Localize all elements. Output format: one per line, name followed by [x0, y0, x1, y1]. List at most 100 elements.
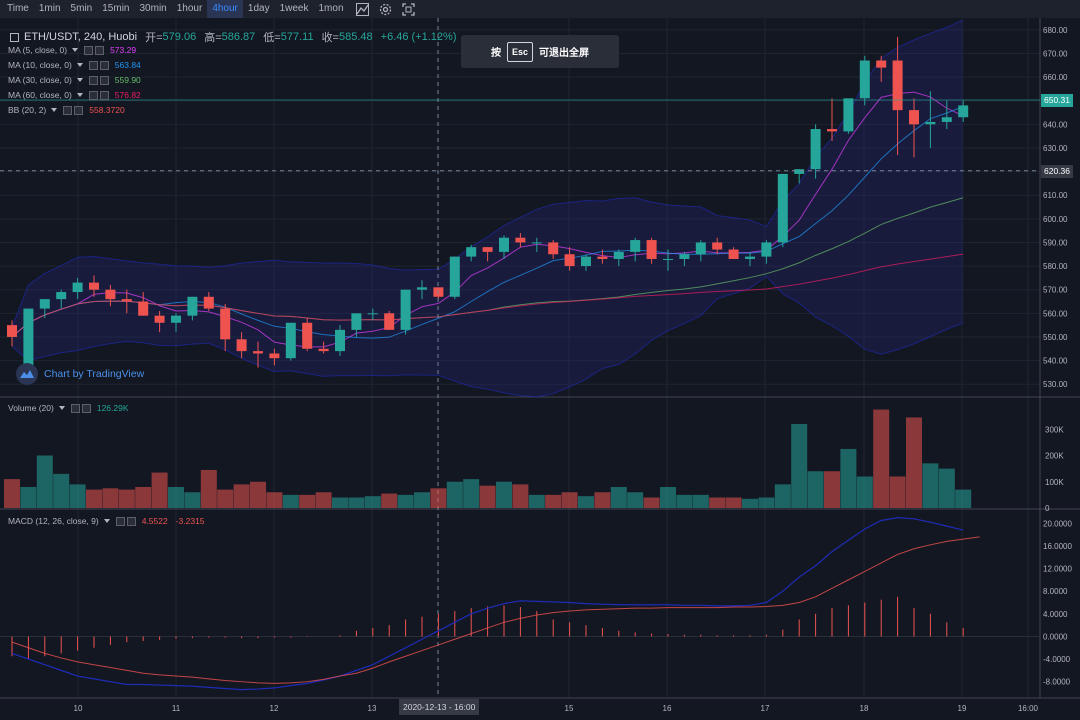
volume-bar	[135, 487, 152, 508]
legend-ma30[interactable]: MA (30, close, 0) 559.90	[8, 75, 141, 85]
legend-macd[interactable]: MACD (12, 26, close, 9) 4.5522 -3.2315	[8, 516, 205, 526]
settings-icon[interactable]	[70, 403, 80, 413]
high-label: 高=	[204, 32, 222, 44]
candle-body	[39, 299, 50, 309]
volume-bar	[299, 494, 316, 508]
volume-bar	[200, 469, 217, 508]
price-chart-svg[interactable]: 680.00670.00660.00650.00640.00630.00620.…	[0, 18, 1080, 720]
symbol-name[interactable]: ETH/USDT, 240, Huobi	[24, 31, 138, 43]
candle-body	[236, 339, 247, 352]
ma10-line	[11, 106, 964, 339]
indicators-icon[interactable]	[354, 0, 372, 18]
candle-body	[367, 313, 378, 315]
candle-body	[138, 301, 149, 316]
candle-body	[417, 287, 427, 290]
volume-bar	[528, 494, 545, 508]
last-price-badge: 650.31	[1041, 93, 1073, 107]
legend-value: 563.84	[114, 60, 141, 70]
candle-body	[909, 110, 919, 125]
timeframe-15min[interactable]: 15min	[102, 3, 130, 14]
volume-bar	[414, 492, 430, 508]
candle-body	[335, 329, 345, 352]
legend-name: Volume (20)	[8, 403, 54, 413]
volume-bar	[725, 497, 742, 508]
collapse-icon[interactable]	[10, 32, 19, 42]
high-value: 586.87	[221, 31, 256, 43]
chevron-down-icon[interactable]	[51, 108, 58, 112]
timeframe-1day[interactable]: 1day	[247, 3, 270, 14]
close-value: 585.48	[339, 31, 373, 43]
close-icon[interactable]	[99, 60, 109, 70]
volume-bar	[102, 488, 119, 508]
close-icon[interactable]	[99, 90, 109, 100]
volume-bar	[151, 472, 168, 508]
chevron-down-icon[interactable]	[76, 78, 83, 82]
price-tick-label: 540.00	[1043, 357, 1068, 366]
price-tick-label: 530.00	[1043, 380, 1068, 389]
low-value: 577.11	[280, 31, 314, 43]
timeframe-5min[interactable]: 5min	[70, 3, 93, 14]
legend-bb[interactable]: BB (20, 2) 558.3720	[8, 105, 133, 115]
legend-ma60[interactable]: MA (60, close, 0) 576.82	[8, 90, 141, 100]
timeframe-1min[interactable]: 1min	[38, 3, 61, 14]
macd-tick-label: 16.0000	[1043, 542, 1072, 551]
legend-value: 4.5522	[141, 516, 168, 526]
volume-bar	[627, 492, 644, 508]
candle-body	[810, 129, 821, 170]
timeframe-4hour[interactable]: 4hour	[207, 0, 243, 18]
chevron-down-icon[interactable]	[103, 519, 110, 523]
close-label: 收=	[321, 32, 339, 44]
settings-icon[interactable]	[88, 60, 98, 70]
price-tick-label: 570.00	[1043, 286, 1068, 295]
timeframe-1week[interactable]: 1week	[279, 3, 309, 14]
close-icon[interactable]	[99, 75, 109, 85]
chevron-down-icon[interactable]	[76, 63, 83, 67]
settings-icon[interactable]	[88, 75, 98, 85]
close-icon[interactable]	[95, 45, 105, 55]
settings-icon[interactable]	[377, 0, 395, 18]
settings-icon[interactable]	[63, 105, 73, 115]
fullscreen-icon[interactable]	[400, 0, 418, 18]
chevron-down-icon[interactable]	[72, 48, 79, 52]
close-icon[interactable]	[74, 105, 84, 115]
candle-body	[548, 242, 559, 255]
volume-bar	[561, 492, 578, 508]
candle-body	[581, 256, 591, 267]
candle-body	[253, 351, 263, 354]
candle-body	[712, 242, 723, 250]
candle-body	[876, 60, 887, 68]
volume-bar	[840, 448, 857, 508]
crosshair-time-label: 2020-12-13 - 16:00	[399, 699, 480, 715]
candle-body	[695, 242, 706, 255]
legend-ma5[interactable]: MA (5, close, 0) 573.29	[8, 45, 136, 55]
settings-icon[interactable]	[88, 90, 98, 100]
timeframe-1mon[interactable]: 1mon	[318, 3, 344, 14]
volume-bar	[955, 489, 972, 508]
timeframe-1hour[interactable]: 1hour	[176, 3, 203, 14]
volume-bar	[578, 496, 594, 508]
price-tick-label: 670.00	[1043, 49, 1068, 58]
volume-bar	[692, 494, 709, 508]
tradingview-watermark[interactable]: Chart by TradingView	[16, 363, 144, 385]
settings-icon[interactable]	[84, 45, 94, 55]
legend-value: 576.82	[114, 90, 141, 100]
open-label: 开=	[145, 32, 163, 44]
chevron-down-icon[interactable]	[76, 93, 83, 97]
volume-bar	[791, 424, 808, 508]
chevron-down-icon[interactable]	[58, 406, 65, 410]
close-icon[interactable]	[126, 516, 136, 526]
chart-area[interactable]: 680.00670.00660.00650.00640.00630.00620.…	[0, 18, 1080, 720]
close-icon[interactable]	[81, 403, 91, 413]
legend-volume[interactable]: Volume (20) 126.29K	[8, 403, 129, 413]
timeframe-time[interactable]: Time	[7, 3, 29, 14]
legend-value: -3.2315	[175, 516, 205, 526]
timeframe-30min[interactable]: 30min	[139, 3, 167, 14]
volume-bar	[36, 455, 53, 508]
candle-body	[105, 289, 116, 300]
volume-bar	[479, 485, 496, 508]
settings-icon[interactable]	[115, 516, 125, 526]
macd-line	[11, 517, 964, 691]
candle-body	[745, 256, 755, 259]
open-value: 579.06	[162, 31, 197, 43]
legend-ma10[interactable]: MA (10, close, 0) 563.84	[8, 60, 141, 70]
